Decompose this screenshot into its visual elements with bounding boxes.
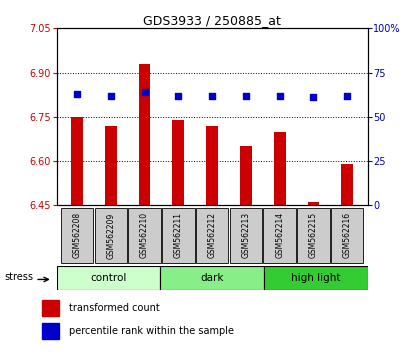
Bar <box>264 266 368 290</box>
Text: GSM562215: GSM562215 <box>309 212 318 258</box>
Point <box>310 95 317 100</box>
Text: GSM562214: GSM562214 <box>275 212 284 258</box>
Text: GSM562210: GSM562210 <box>140 212 149 258</box>
Point <box>74 91 80 97</box>
Point <box>242 93 249 98</box>
Bar <box>196 208 228 263</box>
Text: high light: high light <box>291 273 341 283</box>
Bar <box>331 208 363 263</box>
Bar <box>57 266 160 290</box>
Point <box>209 93 215 98</box>
Bar <box>307 202 319 205</box>
Point <box>141 89 148 95</box>
Bar <box>61 208 93 263</box>
Point <box>276 93 283 98</box>
Bar <box>274 132 286 205</box>
Text: GSM562216: GSM562216 <box>343 212 352 258</box>
Bar <box>42 300 59 316</box>
Text: GSM562208: GSM562208 <box>73 212 81 258</box>
Text: stress: stress <box>5 272 34 282</box>
Bar <box>105 126 117 205</box>
Text: GSM562209: GSM562209 <box>106 212 115 258</box>
Bar <box>240 146 252 205</box>
Bar <box>129 208 161 263</box>
Text: control: control <box>90 273 127 283</box>
Text: GSM562213: GSM562213 <box>241 212 250 258</box>
Bar <box>297 208 330 263</box>
Bar <box>139 64 150 205</box>
Text: GSM562211: GSM562211 <box>174 212 183 258</box>
Text: GSM562212: GSM562212 <box>207 212 217 258</box>
Text: transformed count: transformed count <box>69 303 160 314</box>
Text: percentile rank within the sample: percentile rank within the sample <box>69 326 234 337</box>
Point <box>175 93 182 98</box>
Bar <box>230 208 262 263</box>
Bar <box>42 323 59 339</box>
Bar <box>160 266 264 290</box>
Bar <box>206 126 218 205</box>
Bar <box>263 208 296 263</box>
Bar <box>172 120 184 205</box>
Bar <box>162 208 194 263</box>
Bar <box>94 208 127 263</box>
Point <box>108 93 114 98</box>
Point <box>344 93 351 98</box>
Bar <box>341 164 353 205</box>
Text: dark: dark <box>200 273 224 283</box>
Bar <box>71 117 83 205</box>
Title: GDS3933 / 250885_at: GDS3933 / 250885_at <box>143 14 281 27</box>
